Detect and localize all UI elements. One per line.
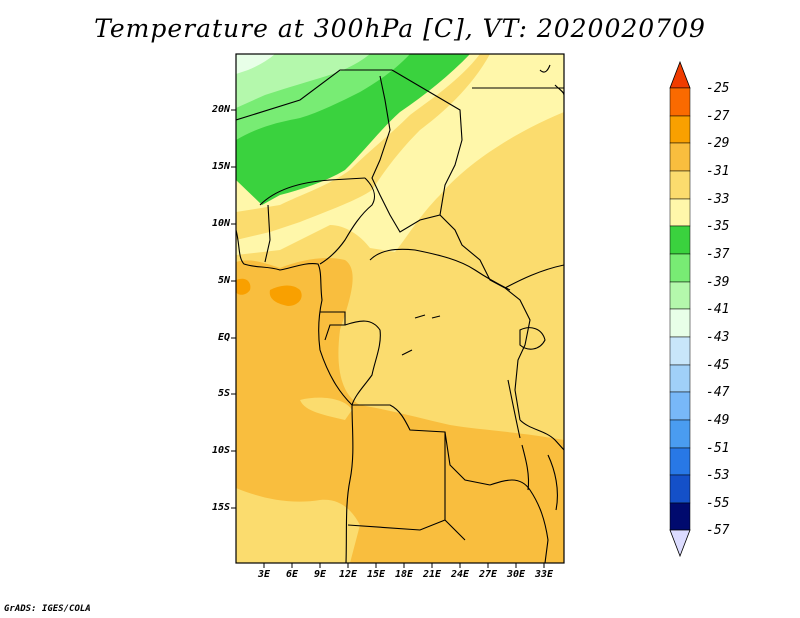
lat-label-15s: 15S	[211, 502, 230, 513]
colorbar-swatch-10	[669, 336, 691, 366]
map-frame	[235, 53, 565, 564]
colorbar-label-minus41: -41	[706, 302, 730, 317]
lon-label-18e: 18E	[394, 569, 414, 580]
lake-victoria	[519, 327, 546, 350]
lon-label-21e: 21E	[422, 569, 442, 580]
lon-label-33e: 33E	[534, 569, 554, 580]
colorbar-label-minus51: -51	[706, 441, 730, 456]
colorbar-label-minus31: -31	[706, 164, 730, 179]
madagascar-coast	[547, 454, 558, 511]
lon-label-15e: 15E	[366, 569, 386, 580]
border-niger-nigeria	[264, 204, 271, 263]
axis-ticks	[231, 109, 545, 568]
field-band-minus33-south-a	[236, 488, 360, 563]
colorbar-arrow-bottom	[669, 529, 691, 558]
border-namibia	[347, 519, 446, 531]
border-mali-niger	[236, 69, 392, 121]
colorbar-swatch-13	[669, 419, 691, 449]
border-chad-sudan	[371, 75, 506, 289]
lat-label-20n: 20N	[211, 104, 230, 115]
border-east-africa	[504, 287, 531, 421]
lon-label-3e: 3E	[257, 569, 271, 580]
field-band-minus29-b	[236, 278, 251, 295]
colorbar-label-minus55: -55	[706, 496, 730, 511]
colorbar-label-minus57: -57	[706, 523, 730, 538]
lon-label-27e: 27E	[478, 569, 498, 580]
lat-label-10s: 10S	[211, 445, 230, 456]
colorbar-label-minus33: -33	[706, 192, 730, 207]
colorbar-label-minus49: -49	[706, 413, 730, 428]
field-band-minus31-west	[236, 257, 564, 563]
colorbar-swatch-15	[669, 474, 691, 504]
congo-river-marks	[401, 314, 441, 356]
colorbar-swatch-6	[669, 225, 691, 255]
coastlines-and-borders	[236, 64, 564, 563]
colorbar-label-minus45: -45	[706, 358, 730, 373]
border-cameroon	[320, 311, 346, 341]
lon-label-9e: 9E	[313, 569, 327, 580]
lat-label-5s: 5S	[217, 388, 230, 399]
colorbar-label-minus47: -47	[706, 385, 730, 400]
lake-tanganyika	[507, 379, 521, 439]
colorbar-label-minus35: -35	[706, 219, 730, 234]
border-drc-angola	[352, 404, 491, 486]
colorbar-label-minus29: -29	[706, 136, 730, 151]
colorbar-swatch-8	[669, 281, 691, 310]
field-band-minus29-a	[269, 285, 302, 306]
lon-label-6e: 6E	[285, 569, 299, 580]
border-mozambique	[489, 479, 549, 563]
lat-label-15n: 15N	[211, 161, 230, 172]
lat-label-10n: 10N	[211, 218, 230, 229]
colorbar-swatch-4	[669, 170, 691, 200]
colorbar-label-minus39: -39	[706, 275, 730, 290]
colorbar-swatch-2	[669, 115, 691, 144]
lake-malawi	[521, 444, 530, 491]
map-title: Temperature at 300hPa [C], VT: 202002070…	[94, 14, 706, 43]
colorbar	[669, 60, 691, 558]
border-nigeria-east	[319, 177, 375, 265]
lon-label-12e: 12E	[338, 569, 358, 580]
colorbar-swatch-11	[669, 364, 691, 393]
border-west-sahel	[259, 177, 366, 206]
grads-credit: GrADS: IGES/COLA	[4, 604, 91, 614]
border-car-drc	[369, 248, 511, 291]
colorbar-swatch-16	[669, 502, 691, 531]
colorbar-label-minus43: -43	[706, 330, 730, 345]
temperature-field	[236, 54, 564, 563]
lon-label-30e: 30E	[506, 569, 526, 580]
lon-label-24e: 24E	[450, 569, 470, 580]
field-band-minus43	[236, 54, 275, 74]
colorbar-swatch-3	[669, 142, 691, 172]
field-band-minus41	[236, 54, 370, 108]
colorbar-swatch-9	[669, 308, 691, 338]
colorbar-arrow-top	[669, 60, 691, 89]
colorbar-swatch-5	[669, 198, 691, 227]
field-band-minus33-south-b	[300, 397, 352, 420]
lat-label-5n: 5N	[217, 275, 230, 286]
colorbar-swatch-14	[669, 447, 691, 476]
border-libya-sudan	[391, 69, 463, 216]
colorbar-label-minus27: -27	[706, 109, 730, 124]
coastline-west-africa	[236, 229, 354, 563]
border-tanzania	[519, 419, 564, 451]
colorbar-label-minus37: -37	[706, 247, 730, 262]
colorbar-label-minus53: -53	[706, 468, 730, 483]
colorbar-swatch-12	[669, 391, 691, 421]
border-ethiopia	[504, 264, 564, 289]
border-congo-drc	[344, 320, 381, 406]
colorbar-label-minus25: -25	[706, 81, 730, 96]
colorbar-swatch-1	[669, 87, 691, 117]
lat-label-eq: EQ	[217, 332, 230, 343]
colorbar-swatch-7	[669, 253, 691, 283]
